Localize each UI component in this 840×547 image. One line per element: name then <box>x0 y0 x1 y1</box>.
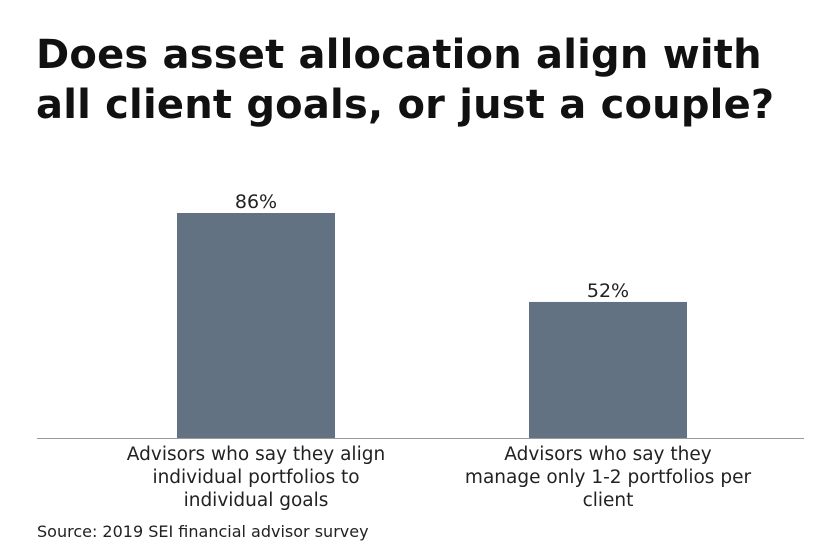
chart-title-line-2: all client goals, or just a couple? <box>36 82 775 128</box>
category-label-manage-portfolios: Advisors who say they manage only 1-2 po… <box>448 443 768 512</box>
chart-title: Does asset allocation align with all cli… <box>36 30 816 130</box>
data-label-1: 86% <box>235 191 277 213</box>
chart-title-line-1: Does asset allocation align with <box>36 32 762 78</box>
category-label-align-portfolios: Advisors who say they align individual p… <box>96 443 416 512</box>
category-label-line: Advisors who say they <box>504 444 712 465</box>
category-label-line: individual portfolios to <box>152 467 360 488</box>
category-label-line: individual goals <box>183 490 329 511</box>
bar-2 <box>529 301 687 438</box>
category-label-line: manage only 1-2 portfolios per <box>464 467 752 488</box>
category-label-line: client <box>582 490 634 511</box>
source-note: Source: 2019 SEI financial advisor surve… <box>37 522 369 541</box>
data-label-2: 52% <box>587 280 629 302</box>
data-labels-layer: 86% 52% <box>235 191 629 302</box>
category-label-line: Advisors who say they align <box>126 444 386 465</box>
bar-1 <box>177 213 335 438</box>
bars-layer <box>177 213 687 438</box>
